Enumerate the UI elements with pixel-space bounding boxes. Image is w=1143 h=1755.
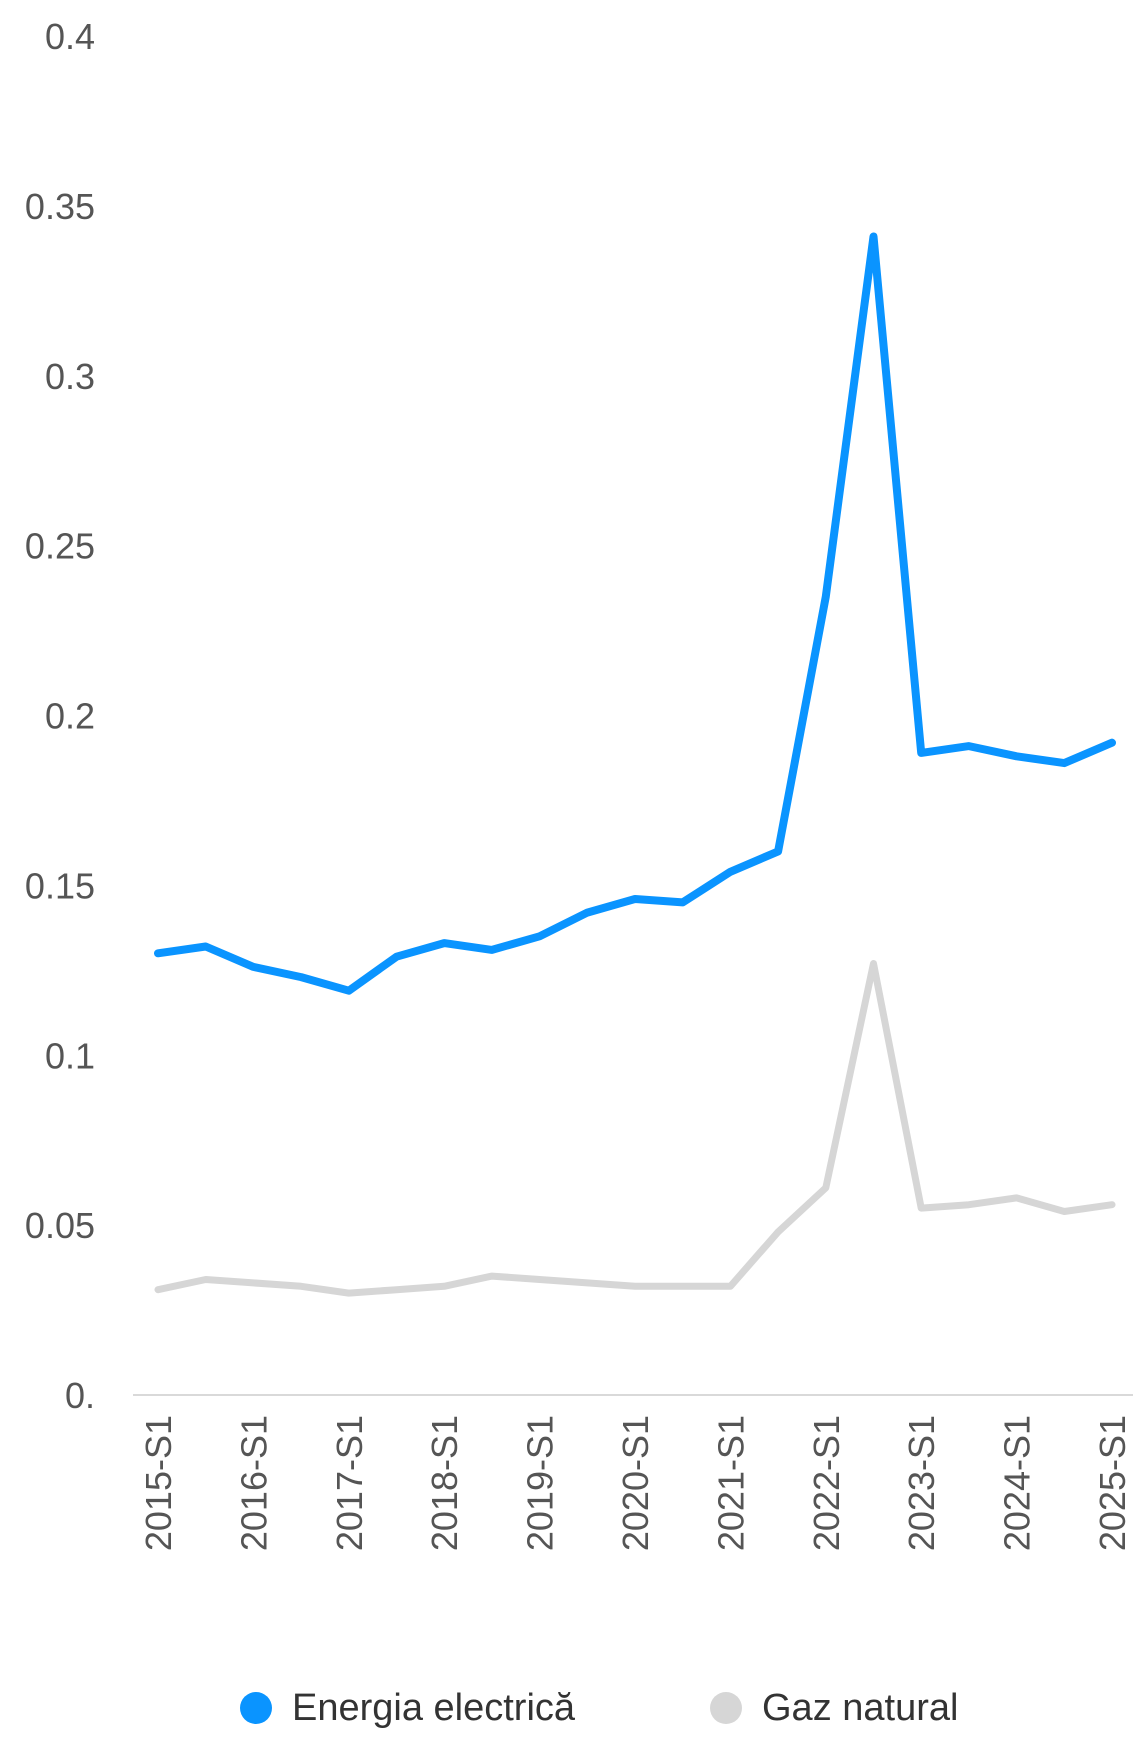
- legend-item-energia-electrica[interactable]: Energia electrică: [240, 1678, 575, 1738]
- x-tick-label: 2025-S1: [1092, 1415, 1133, 1551]
- y-tick-label: 0.2: [45, 696, 95, 737]
- y-tick-label: 0.35: [25, 186, 95, 227]
- legend-label-gaz-natural: Gaz natural: [762, 1686, 959, 1729]
- y-tick-label: 0.3: [45, 356, 95, 397]
- x-tick-label: 2017-S1: [329, 1415, 370, 1551]
- x-tick-label: 2022-S1: [806, 1415, 847, 1551]
- y-axis-ticks: 0. 0.05 0.1 0.15 0.2 0.25 0.3 0.35 0.4: [25, 16, 95, 1416]
- y-tick-label: 0.4: [45, 16, 95, 57]
- x-tick-label: 2024-S1: [997, 1415, 1038, 1551]
- legend-swatch-energia-electrica: [240, 1692, 272, 1724]
- y-tick-label: 0.25: [25, 526, 95, 567]
- series-line-gaz-natural: [154, 960, 1116, 1297]
- legend: Energia electrică Gaz natural: [0, 1678, 1143, 1738]
- x-tick-label: 2015-S1: [138, 1415, 179, 1551]
- x-axis-ticks: 2015-S1 2016-S1 2017-S1 2018-S1 2019-S1 2020-…: [138, 1415, 1133, 1551]
- legend-label-energia-electrica: Energia electrică: [292, 1686, 576, 1729]
- legend-swatch-gaz-natural: [710, 1692, 742, 1724]
- series-line-energia-electrica: [154, 232, 1116, 995]
- y-tick-label: 0.15: [25, 865, 95, 906]
- y-tick-label: 0.: [65, 1375, 95, 1416]
- chart-plot-area: 0.0.050.10.150.20.250.30.350.4 2015-S1 20…: [25, 16, 1133, 1551]
- series-lines: [154, 232, 1116, 1297]
- y-tick-label: 0.1: [45, 1035, 95, 1076]
- y-tick-label: 0.05: [25, 1205, 95, 1246]
- x-tick-label: 2023-S1: [901, 1415, 942, 1551]
- x-tick-label: 2021-S1: [710, 1415, 751, 1551]
- x-tick-label: 2016-S1: [233, 1415, 274, 1551]
- x-tick-label: 2020-S1: [615, 1415, 656, 1551]
- legend-item-gaz-natural[interactable]: Gaz natural: [710, 1678, 958, 1738]
- x-tick-label: 2018-S1: [424, 1415, 465, 1551]
- x-tick-label: 2019-S1: [520, 1415, 561, 1551]
